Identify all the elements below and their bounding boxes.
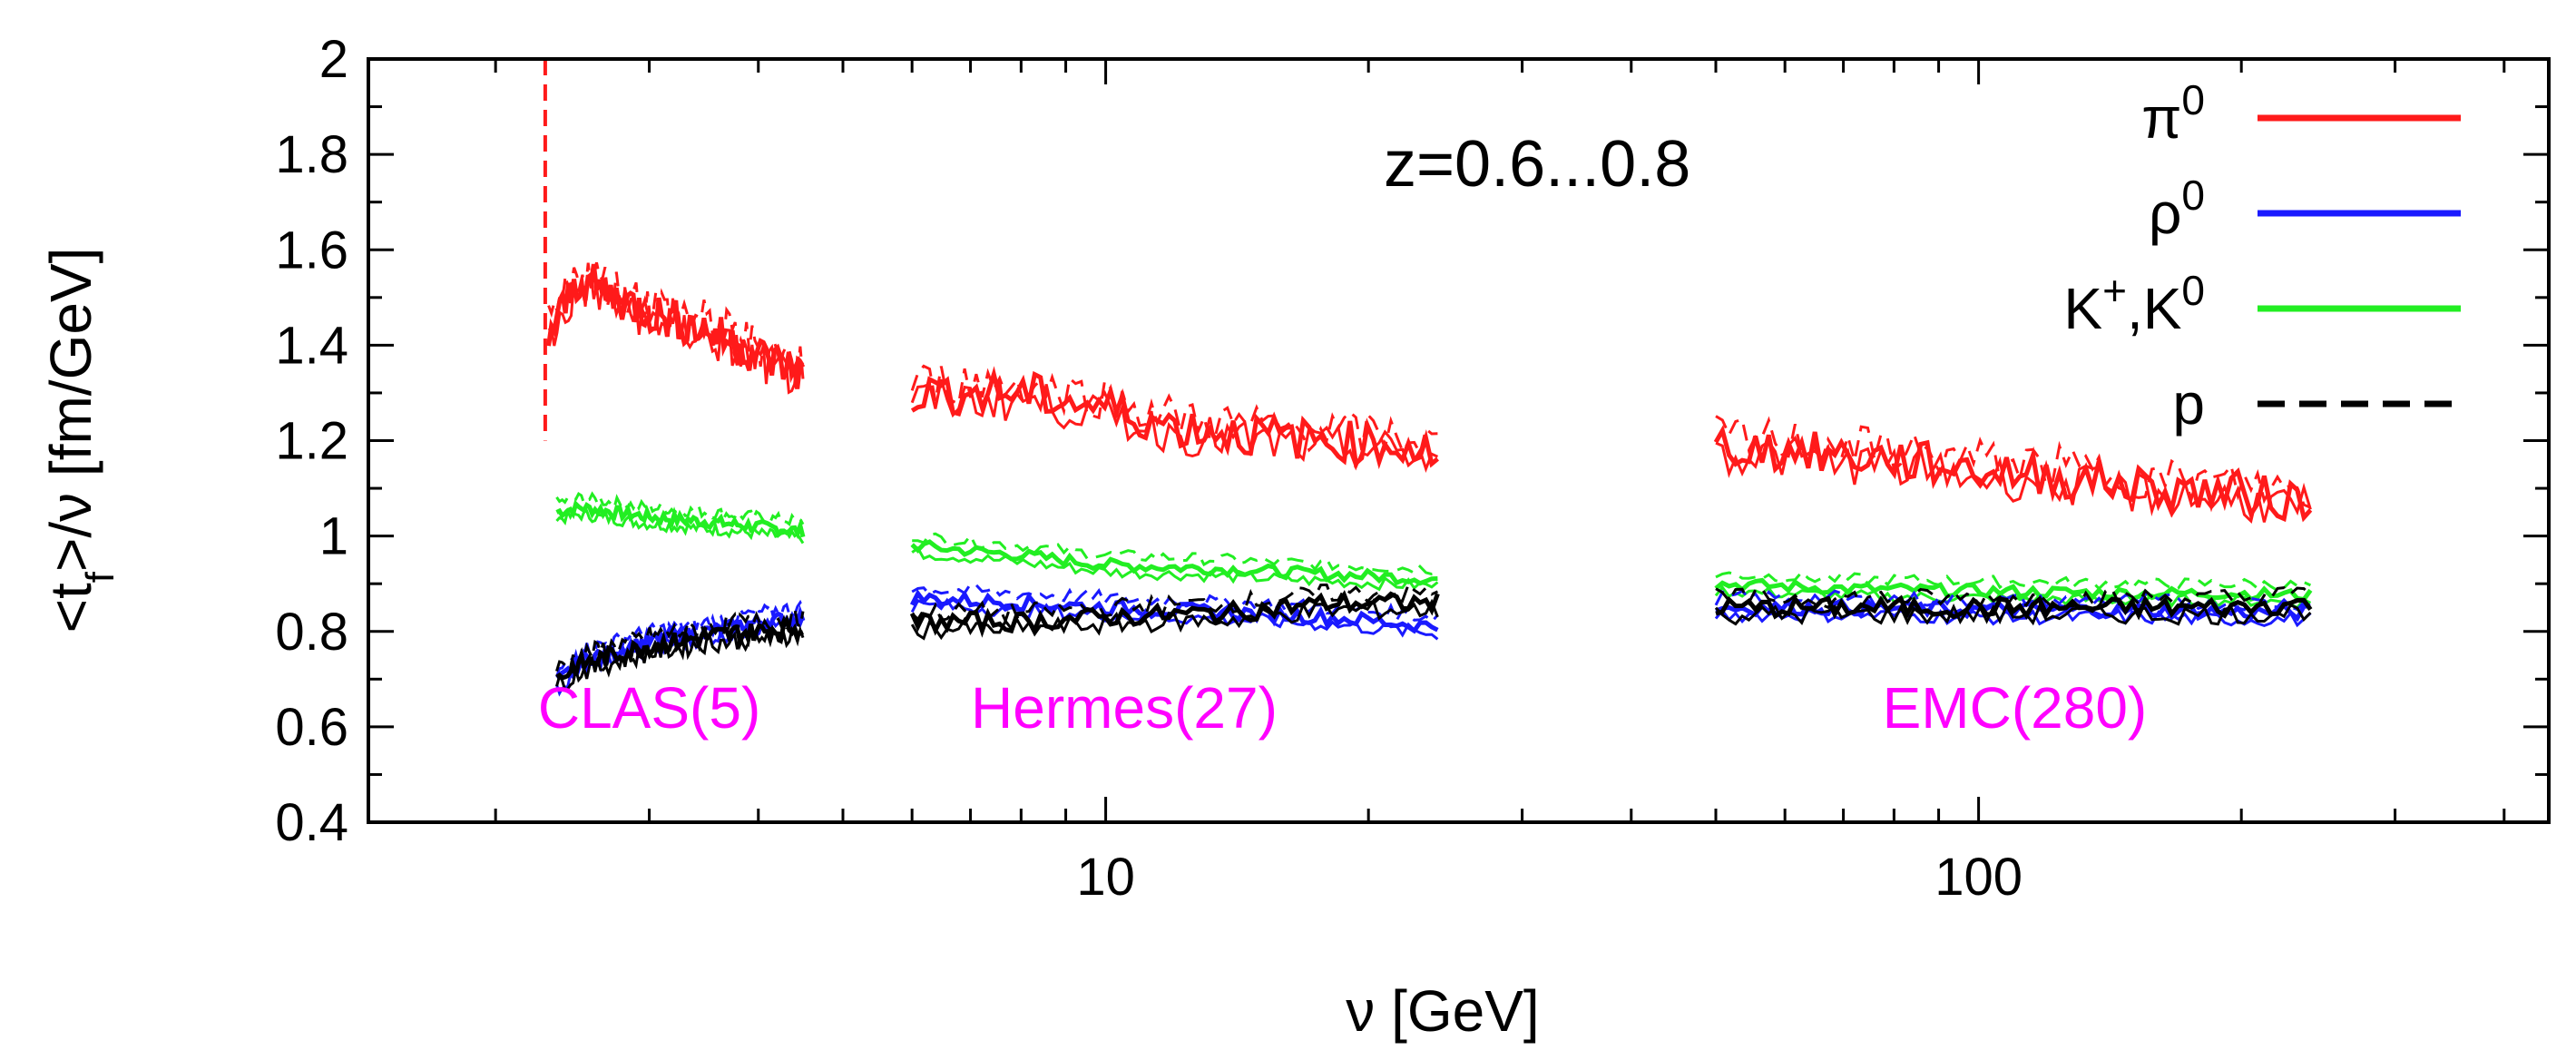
series-layer (543, 59, 2313, 697)
series-line-pi0-clas (547, 270, 805, 395)
series-line-rho0-emc (1714, 606, 2312, 628)
y-axis-label: <tf>/ν [fm/GeV] (38, 248, 122, 633)
experiment-label: EMC(280) (1883, 675, 2148, 741)
series-line-rho0-hermes (910, 597, 1439, 641)
y-tick-label: 1.8 (275, 125, 348, 184)
y-tick-label: 2 (319, 30, 348, 89)
chart-annotation: z=0.6...0.8 (1384, 128, 1690, 201)
y-tick-label: 1 (319, 507, 348, 566)
series-line-pi0-clas (547, 261, 805, 379)
series-line-pi0-hermes (910, 366, 1439, 470)
y-tick-label: 1.6 (275, 221, 348, 280)
series-line-K-clas (555, 491, 805, 526)
x-axis-label: ν [GeV] (1346, 978, 1539, 1044)
axis-ticks (368, 57, 2549, 824)
x-tick-label: 100 (1934, 848, 2023, 907)
series-line-p-hermes (911, 582, 1439, 625)
series-line-K-hermes (911, 545, 1439, 592)
series-line-p-hermes (909, 590, 1440, 638)
series-line-p-emc (1715, 586, 2312, 610)
experiment-label: CLAS(5) (538, 675, 760, 741)
legend-label-p: p (2172, 371, 2205, 437)
experiment-labels: CLAS(5) Hermes(27) EMC(280) (538, 675, 2147, 741)
series-line-p-clas (555, 624, 805, 692)
y-tick-label: 1.4 (275, 316, 348, 375)
series-line-K-clas (555, 507, 805, 545)
series-line-pi0-emc (1715, 415, 2312, 509)
series-line-rho0-clas (555, 599, 805, 678)
y-tick-label: 0.6 (275, 698, 348, 757)
x-tick-label: 10 (1076, 848, 1135, 907)
series-line-K-clas (555, 499, 806, 540)
series-line-pi0-emc (1713, 425, 2313, 523)
legend: π0 ρ0 K+,K0 p (2063, 76, 2461, 437)
series-line-K-emc (1715, 570, 2312, 593)
y-tick-label: 1.2 (275, 412, 348, 471)
legend-label-K: K+,K0 (2063, 267, 2205, 341)
series-line-p-hermes (910, 597, 1439, 641)
series-line-p-clas (555, 606, 805, 672)
series-line-p-emc (1714, 603, 2312, 626)
plot-frame (367, 57, 2551, 824)
tick-labels: 0.4 0.6 0.8 1 1.2 1.4 1.6 1.8 2 10 100 (275, 30, 2023, 907)
experiment-label: Hermes(27) (971, 675, 1278, 741)
legend-label-pi0: π0 (2141, 76, 2205, 151)
series-line-pi0-hermes (910, 364, 1438, 457)
series-line-p-emc (1715, 594, 2313, 621)
y-tick-label: 0.8 (275, 603, 348, 662)
legend-label-rho0: ρ0 (2149, 172, 2205, 246)
series-line-K-hermes (912, 532, 1438, 576)
series-line-pi0-emc (1715, 435, 2312, 524)
y-tick-label: 0.4 (275, 793, 348, 852)
series-line-K-hermes (910, 539, 1438, 586)
